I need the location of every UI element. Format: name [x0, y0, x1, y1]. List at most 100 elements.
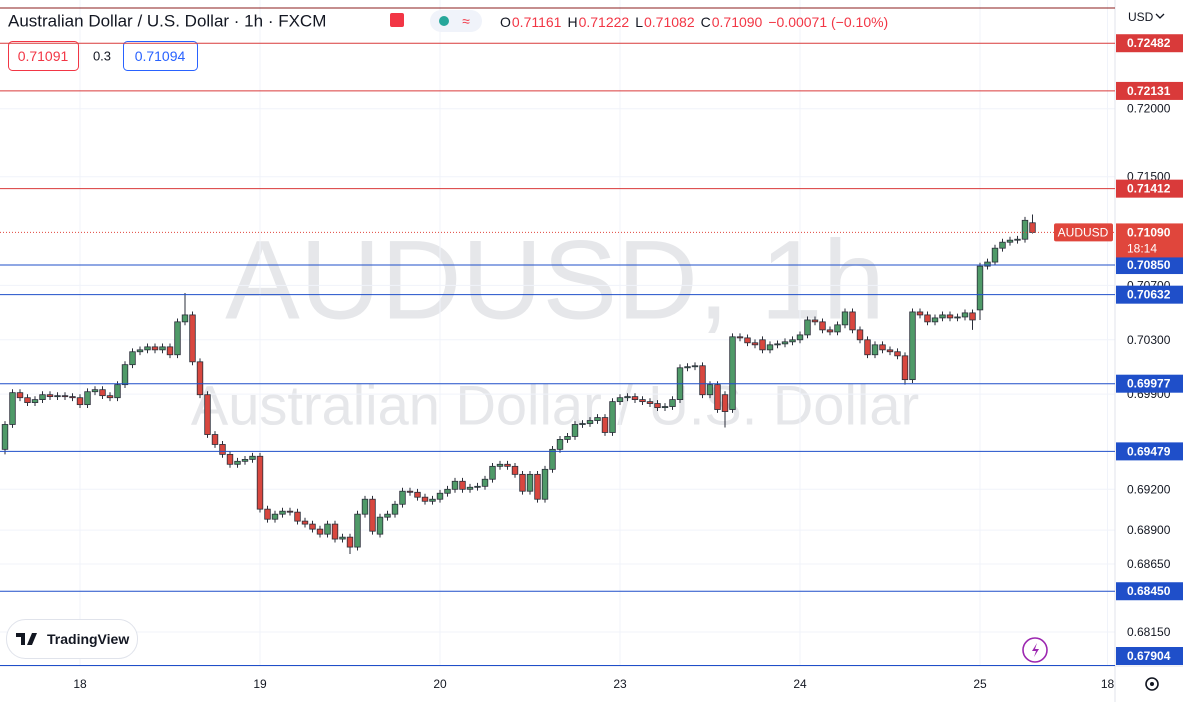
status-pill[interactable] [430, 10, 482, 32]
candle-body [789, 339, 796, 343]
candle-body [774, 343, 781, 346]
candle-body [721, 394, 729, 412]
candle-body [699, 365, 706, 396]
candle-body [414, 491, 421, 498]
candle-body [849, 311, 856, 331]
candle-body [729, 336, 736, 410]
level-label-box [1116, 256, 1183, 275]
spread: 0.3 [93, 49, 111, 64]
level-label-box [1116, 582, 1183, 601]
candle-body [894, 351, 901, 357]
y-tick-label: 0.70300 [1127, 333, 1171, 347]
candle-body [39, 394, 46, 401]
candle-body [181, 314, 189, 323]
level-label-box [1116, 647, 1183, 665]
level-label: 0.68450 [1127, 584, 1171, 598]
candle-body [286, 510, 294, 513]
x-tick-label: 24 [793, 677, 807, 691]
candle-body [406, 490, 414, 493]
candle-body [879, 344, 886, 351]
candle-body [826, 329, 834, 333]
ask-button[interactable] [123, 41, 198, 71]
candle-body [654, 403, 661, 409]
x-tick-label: 18 [1101, 677, 1115, 691]
candle-body [841, 311, 849, 326]
candle-body [121, 364, 129, 386]
y-tick-label: 0.69200 [1127, 482, 1171, 496]
candle-body [294, 511, 301, 522]
level-label: 0.72131 [1127, 84, 1171, 98]
level-label-box [1116, 285, 1183, 304]
candle-body [819, 321, 826, 331]
candle-body [1014, 238, 1021, 241]
candle-body [984, 261, 991, 267]
candle-body [751, 342, 759, 346]
candle-body [571, 424, 579, 437]
candle-body [661, 406, 669, 409]
ohlc-label: L [635, 14, 643, 30]
candle-body [129, 351, 136, 366]
candle-body [624, 396, 631, 399]
watermark-name: Australian Dollar / U.S. Dollar [191, 374, 919, 437]
candle-body [916, 311, 924, 316]
candle-body [519, 473, 526, 492]
x-tick-label: 25 [973, 677, 987, 691]
ohlc-label: O [500, 14, 511, 30]
candle-body [466, 486, 474, 490]
candle-body [444, 488, 451, 494]
candle-body [811, 319, 819, 323]
candle-body [781, 341, 789, 345]
candle-body [76, 397, 84, 406]
status-icon: ≈ [462, 13, 470, 29]
candle-body [429, 498, 436, 502]
candle-body [339, 536, 346, 540]
candle-body [1021, 219, 1029, 240]
candle-body [391, 503, 399, 515]
candle-body [976, 265, 984, 311]
candle-body [766, 344, 774, 351]
candle-body [31, 399, 39, 403]
alert-bolt [1032, 643, 1039, 657]
candle-body [946, 314, 954, 319]
y-tick-label: 0.68900 [1127, 523, 1171, 537]
candle-body [691, 365, 699, 368]
flag-icon[interactable] [390, 13, 404, 27]
level-label: 0.70632 [1127, 288, 1171, 302]
level-label-box [1116, 374, 1183, 393]
candle-body [744, 337, 751, 344]
ohlc-value: 0.71090 [712, 14, 763, 30]
ask-price[interactable]: 0.71094 [135, 48, 186, 64]
settings-icon[interactable] [1145, 677, 1159, 691]
candle-body [159, 346, 166, 351]
candle-body [631, 396, 639, 401]
candle-body [954, 316, 961, 319]
bid-button[interactable] [8, 41, 79, 71]
y-tick-label: 0.72000 [1127, 102, 1171, 116]
last-symbol: AUDUSD [1058, 225, 1109, 239]
ohlc-legend: O 0.71161 H 0.71222 L 0.71082 C 0.71090 −0.00071… [500, 14, 888, 30]
candle-body [991, 247, 999, 263]
x-tick-label: 19 [253, 677, 267, 691]
candle-body [1006, 239, 1014, 243]
candle-body [481, 478, 489, 487]
candle-body [331, 523, 339, 540]
level-label: 0.70850 [1127, 258, 1171, 272]
currency-selector[interactable]: USD [1128, 10, 1154, 24]
candle-body [211, 434, 219, 445]
candle-body [361, 498, 369, 515]
level-label: 0.72482 [1127, 36, 1171, 50]
candle-body [459, 480, 466, 490]
candle-body [189, 314, 196, 363]
settings-hub [1150, 682, 1154, 686]
brand-logo [16, 633, 37, 645]
bid-price[interactable]: 0.71091 [18, 48, 69, 64]
candle-body [961, 312, 969, 318]
candle-body [609, 401, 616, 433]
candle-body [901, 355, 909, 381]
brand-badge[interactable] [6, 619, 138, 659]
symbol-title[interactable]: Australian Dollar / U.S. Dollar · 1h · F… [8, 12, 326, 31]
candle-body [931, 317, 939, 323]
candle-body [909, 311, 916, 381]
